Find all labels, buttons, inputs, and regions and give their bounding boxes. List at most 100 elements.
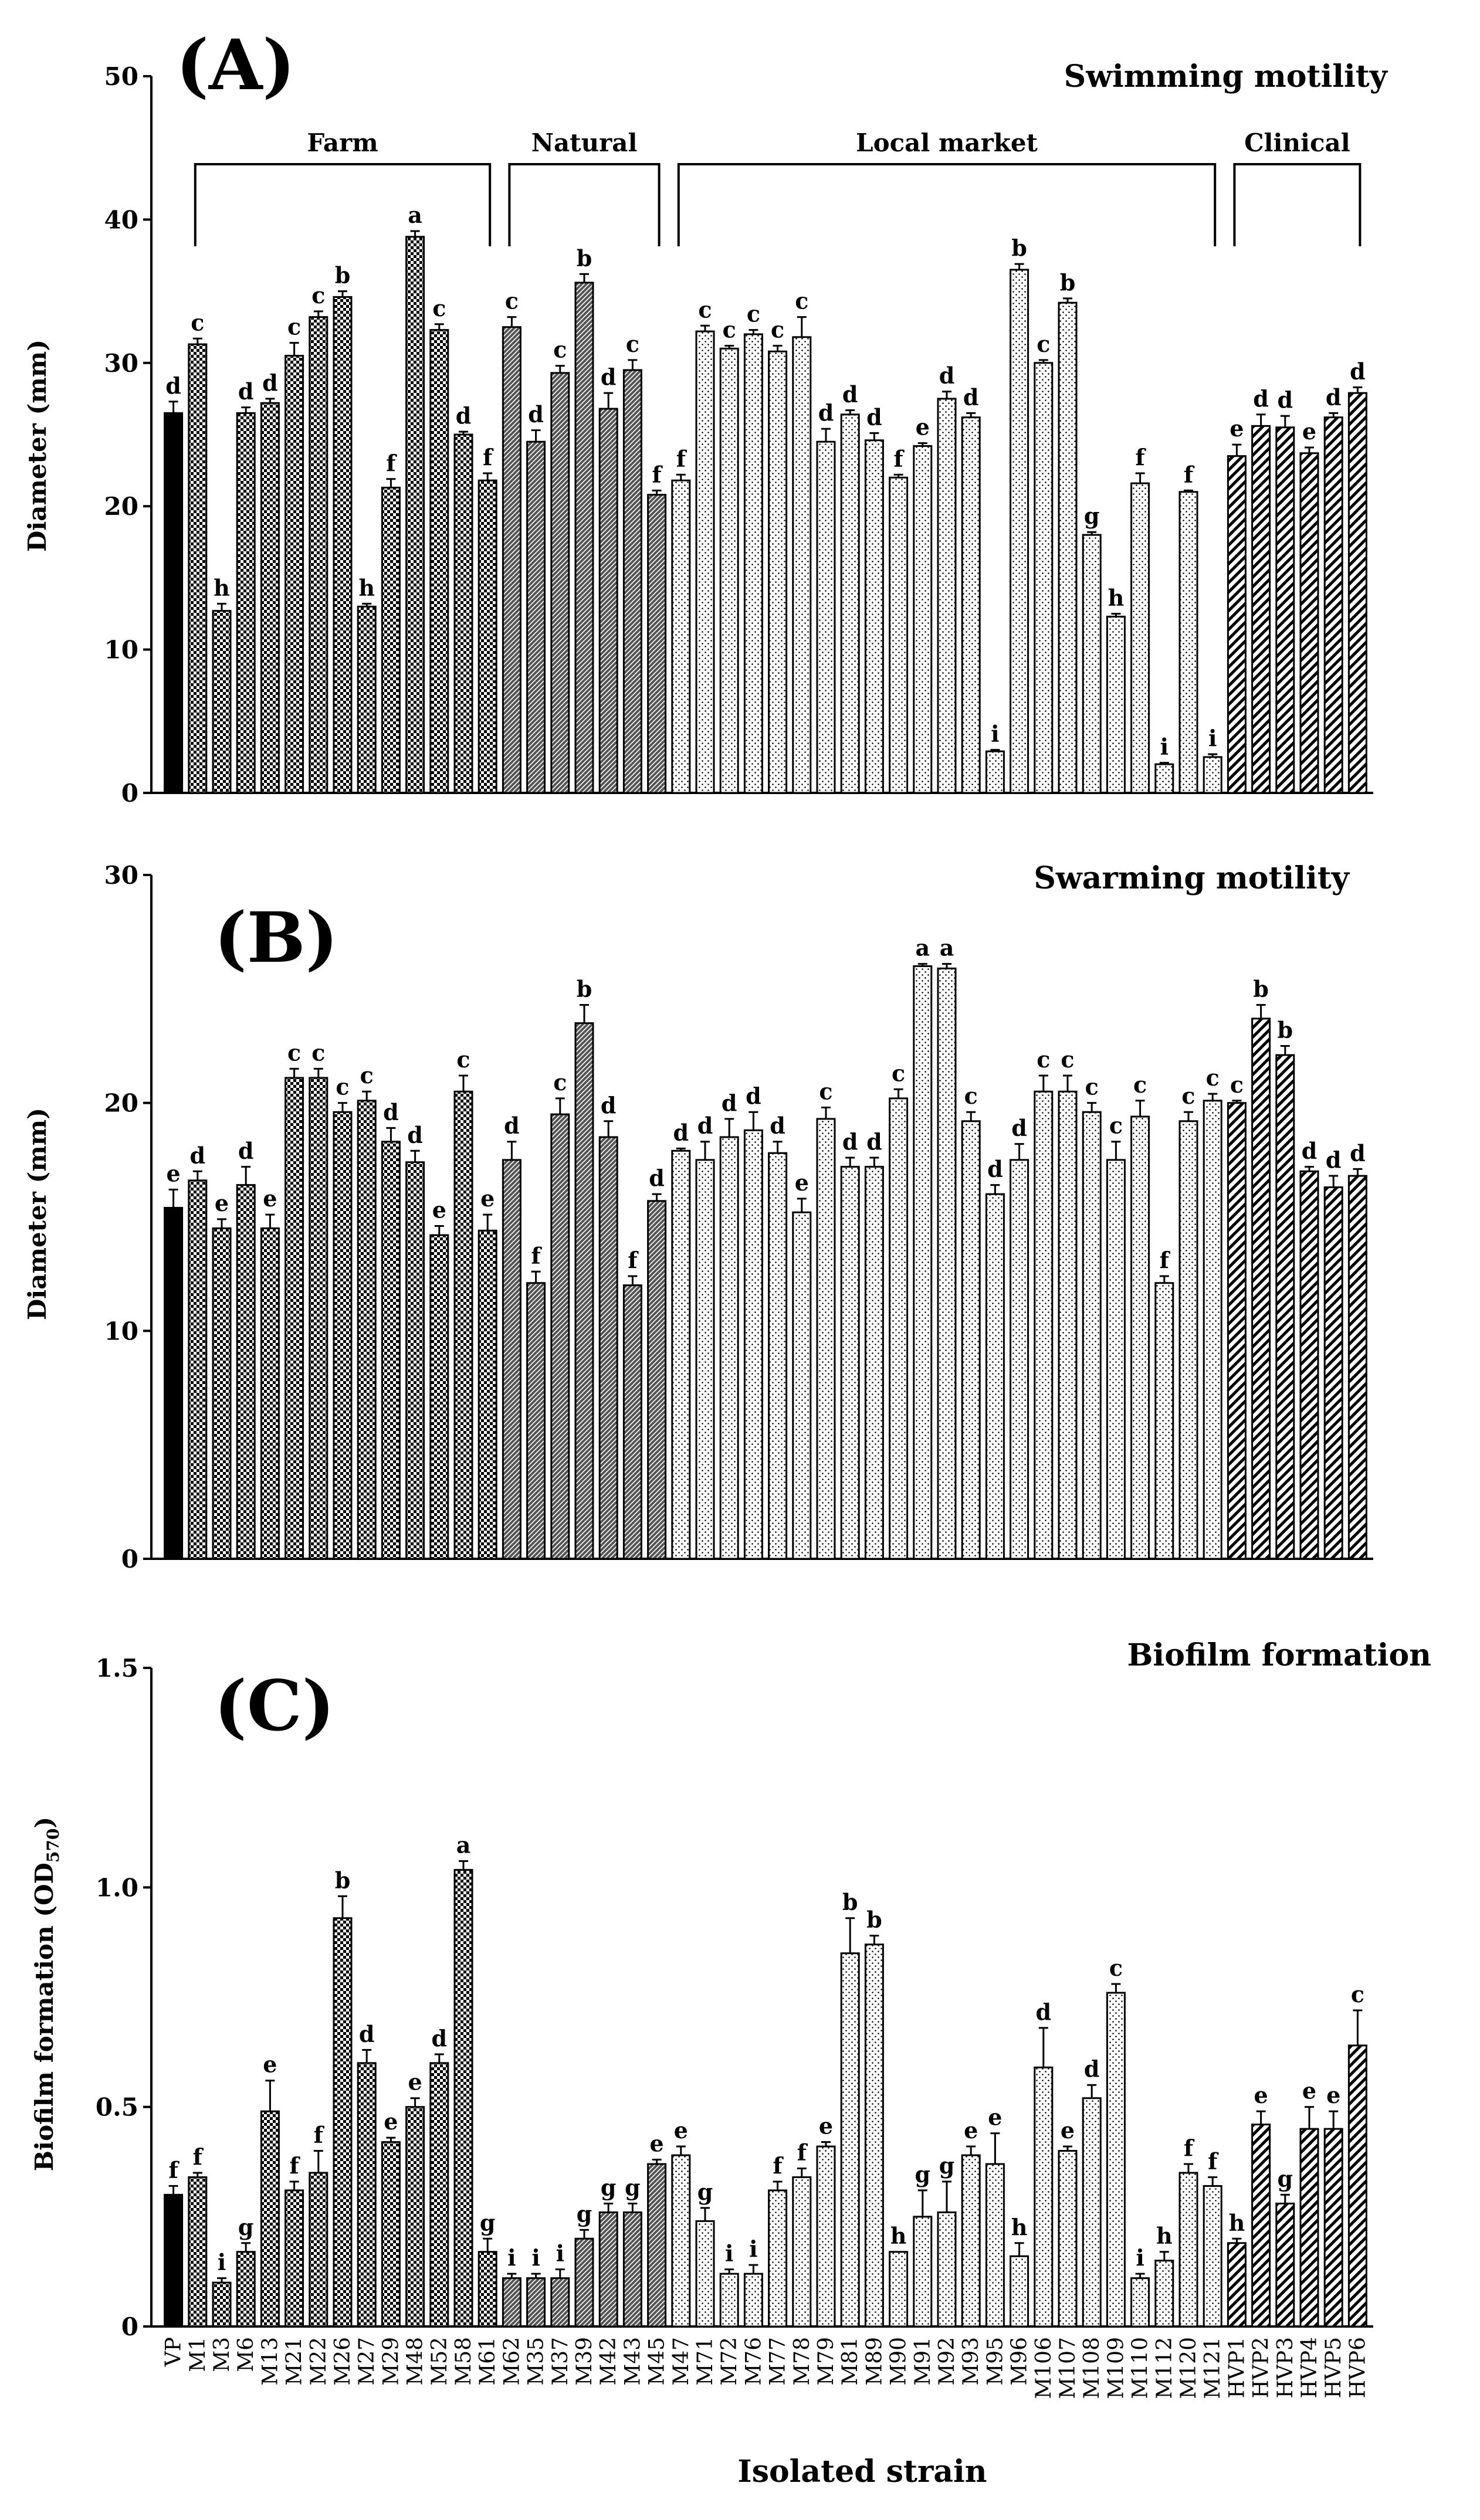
significance-letter: f — [314, 2122, 325, 2148]
bar-m13 — [260, 2110, 280, 2328]
bar-m21 — [285, 2189, 304, 2328]
bar-m95 — [985, 2163, 1005, 2328]
significance-letter: g — [915, 2161, 931, 2187]
significance-letter: g — [480, 2209, 496, 2236]
x-tick-label-hvp6: HVP6 — [1346, 2337, 1370, 2399]
bar-m3 — [212, 1227, 232, 1560]
bar-m90 — [889, 2251, 909, 2328]
bar-m26 — [333, 296, 353, 794]
x-tick-label-m71: M71 — [693, 2337, 717, 2386]
panel-c-title: Biofilm formation — [1127, 1637, 1431, 1673]
significance-letter: i — [531, 2244, 540, 2271]
bar-vp — [164, 412, 184, 794]
bar-m76 — [743, 1129, 763, 1560]
y-tick-label: 1.5 — [96, 1654, 138, 1683]
bar-hvp3 — [1275, 426, 1295, 794]
significance-letter: i — [1208, 725, 1217, 751]
bar-m62 — [502, 326, 521, 794]
significance-letter: d — [963, 384, 979, 410]
bar-m91 — [913, 965, 933, 1560]
bar-hvp2 — [1251, 1018, 1271, 1560]
bar-m52 — [429, 329, 449, 794]
significance-letter: i — [725, 2240, 733, 2267]
significance-letter: d — [866, 1128, 882, 1155]
x-tick-label-m52: M52 — [428, 2337, 452, 2386]
significance-letter: b — [1253, 976, 1269, 1002]
panel-c-ylabel: Biofilm formation (OD570) — [30, 1817, 63, 2172]
significance-letter: d — [697, 1113, 713, 1139]
bar-m37 — [550, 2277, 570, 2328]
x-tick-label-m6: M6 — [234, 2337, 258, 2372]
significance-letter: g — [625, 2174, 641, 2200]
significance-letter: b — [1060, 269, 1076, 296]
significance-letter: c — [1037, 1046, 1050, 1073]
significance-letter: c — [723, 316, 736, 342]
bar-m92 — [937, 398, 957, 794]
x-tick-label-m89: M89 — [862, 2337, 886, 2386]
bar-m109 — [1106, 615, 1126, 794]
significance-letter: f — [893, 445, 905, 472]
significance-letter: c — [336, 1074, 349, 1100]
significance-letter: e — [1254, 2082, 1268, 2108]
significance-letter: f — [1184, 2135, 1195, 2161]
bar-m106 — [1034, 2066, 1054, 2328]
bar-m77 — [768, 2189, 788, 2328]
x-tick-label-m79: M79 — [814, 2337, 838, 2386]
bar-m35 — [526, 1282, 546, 1560]
y-tick-label: 30 — [104, 861, 138, 890]
bar-m27 — [357, 605, 377, 794]
significance-letter: h — [1011, 2214, 1028, 2240]
bar-m95 — [985, 750, 1005, 794]
bar-m71 — [695, 330, 715, 794]
bar-hvp6 — [1347, 2044, 1367, 2328]
x-tick-label-m48: M48 — [404, 2337, 428, 2386]
significance-letter: d — [939, 362, 955, 389]
x-tick-label-m107: M107 — [1056, 2337, 1080, 2399]
significance-letter: d — [407, 1121, 423, 1148]
bar-m79 — [816, 2145, 836, 2328]
panel-c-x-tick-labels: VP M1 M3 M6 M13 M21 M22 M26 M27 M29 M48 M52 M58 M61 M6… — [162, 2337, 1370, 2399]
bar-m35 — [526, 440, 546, 794]
bar-m58 — [453, 1868, 473, 2328]
significance-letter: c — [1206, 1064, 1220, 1091]
x-tick-label-m37: M37 — [548, 2337, 573, 2386]
bar-m72 — [719, 1136, 739, 1560]
x-tick-label-hvp5: HVP5 — [1322, 2337, 1346, 2399]
significance-letter: c — [505, 288, 519, 314]
significance-letter: c — [771, 316, 784, 342]
significance-letter: i — [749, 2236, 757, 2262]
x-tick-label-m121: M121 — [1201, 2337, 1225, 2399]
bar-m120 — [1178, 491, 1198, 794]
significance-letter: e — [819, 2113, 833, 2139]
bar-hvp2 — [1251, 2124, 1271, 2328]
significance-letter: c — [553, 337, 567, 363]
significance-letter: c — [964, 1083, 978, 1109]
significance-letter: g — [1278, 2165, 1293, 2192]
significance-letter: c — [311, 1039, 325, 1066]
significance-letter: e — [480, 1185, 495, 1212]
x-tick-label-m39: M39 — [573, 2337, 597, 2386]
bar-m78 — [792, 2176, 812, 2328]
significance-letter: g — [601, 2174, 617, 2200]
bar-hvp1 — [1227, 455, 1247, 794]
bar-m81 — [840, 413, 860, 794]
significance-letter: d — [770, 1113, 785, 1139]
significance-letter: f — [1135, 444, 1146, 470]
bar-m79 — [816, 1118, 836, 1560]
significance-letter: f — [1184, 461, 1195, 487]
significance-letter: e — [263, 1185, 277, 1212]
group-bracket — [1233, 163, 1362, 246]
bar-m48 — [405, 2106, 425, 2328]
significance-letter: c — [1085, 1074, 1099, 1100]
significance-letter: b — [335, 1867, 351, 1893]
bar-m43 — [622, 369, 642, 794]
bar-m93 — [961, 416, 981, 794]
significance-letter: a — [940, 935, 954, 961]
panel-c-ylabel-end: ) — [30, 1817, 59, 1829]
panel-c-biofilm-chart: (C) Biofilm formation Biofilm formation … — [30, 1637, 1431, 2399]
significance-letter: a — [456, 1832, 471, 1858]
panel-a-ylabel: Diameter (mm) — [23, 340, 52, 552]
significance-letter: c — [747, 301, 760, 327]
